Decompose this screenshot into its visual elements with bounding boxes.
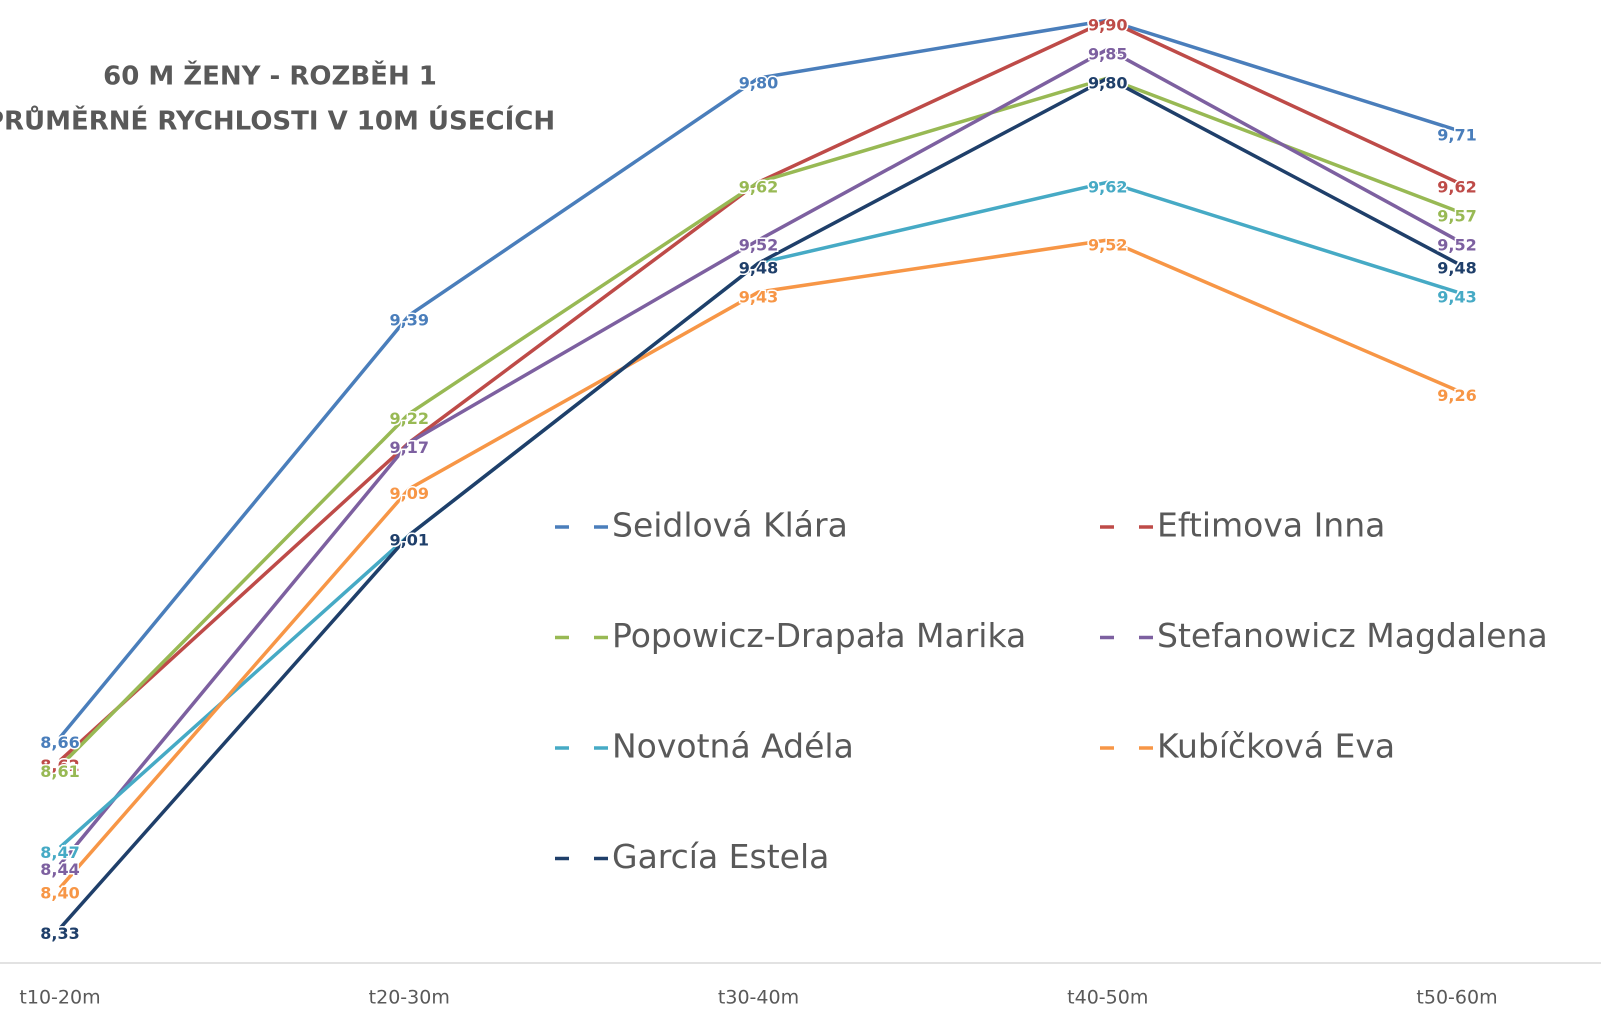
data-label: 9,09 (390, 484, 429, 503)
data-label: 9,48 (1437, 259, 1476, 278)
legend-label: Novotná Adéla (612, 727, 854, 766)
data-label: 9,22 (390, 409, 429, 428)
data-label: 8,62 (40, 756, 79, 775)
legend-label: Stefanowicz Magdalena (1157, 616, 1548, 655)
series-line (58, 47, 1458, 866)
data-label: 8,66 (40, 733, 79, 752)
data-label: 8,44 (40, 860, 79, 879)
data-label: 9,62 (1437, 178, 1476, 197)
data-label: 9,17 (390, 438, 429, 457)
legend-label: García Estela (612, 837, 829, 876)
data-label: 9,62 (739, 178, 778, 197)
data-label: 9,52 (1088, 236, 1127, 255)
data-label: 9,43 (1437, 288, 1476, 307)
legend-label: Eftimova Inna (1157, 506, 1385, 545)
data-label: 9,48 (739, 259, 778, 278)
data-label: 8,61 (40, 762, 79, 781)
chart-title: 60 M ŽENY - ROZBĚH 1 (103, 60, 437, 92)
legend-label: Popowicz-Drapała Marika (612, 616, 1026, 655)
data-label: 9,80 (1088, 74, 1127, 93)
data-label: 9,52 (739, 236, 778, 255)
data-label: 9,57 (1437, 207, 1476, 226)
data-label: 9,62 (739, 178, 778, 197)
data-label: 9,80 (739, 74, 778, 93)
x-tick-label: t20-30m (369, 987, 450, 1009)
legend-label: Kubíčková Eva (1157, 727, 1395, 766)
chart-subtitle: PRŮMĚRNÉ RYCHLOSTI V 10M ÚSECÍCH (0, 104, 555, 137)
data-label: 8,33 (40, 924, 79, 943)
x-tick-label: t40-50m (1067, 987, 1148, 1009)
series-line (58, 18, 1458, 739)
data-label: 9,01 (390, 531, 429, 550)
data-label: 9,90 (1088, 16, 1127, 35)
legend-label: Seidlová Klára (612, 506, 848, 545)
data-label: 9,43 (739, 288, 778, 307)
data-label: 9,17 (390, 438, 429, 457)
data-label: 9,62 (1088, 178, 1127, 197)
data-label: 8,47 (40, 843, 79, 862)
data-label: 8,40 (40, 883, 79, 902)
data-label: 9,01 (390, 531, 429, 550)
data-label: 9,90 (1088, 16, 1127, 35)
data-label: 9,39 (390, 311, 429, 330)
data-label: 9,85 (1088, 45, 1127, 64)
x-tick-label: t10-20m (19, 987, 100, 1009)
data-label: 9,48 (739, 259, 778, 278)
data-label: 9,71 (1437, 126, 1476, 145)
series-line (58, 238, 1458, 889)
x-tick-label: t30-40m (718, 987, 799, 1009)
x-tick-label: t50-60m (1416, 987, 1497, 1009)
series-line (58, 76, 1458, 930)
series-line (58, 76, 1458, 768)
data-label: 9,52 (1437, 236, 1476, 255)
data-label: 9,26 (1437, 386, 1476, 405)
data-label: 9,80 (1088, 74, 1127, 93)
